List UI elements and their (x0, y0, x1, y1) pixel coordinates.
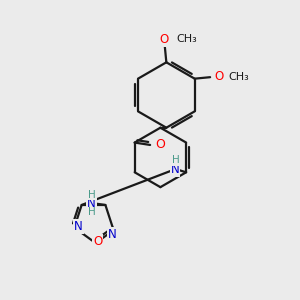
Text: O: O (159, 33, 168, 46)
Text: N: N (87, 197, 96, 210)
Text: N: N (170, 163, 179, 176)
Text: O: O (214, 70, 224, 83)
Text: H: H (88, 207, 95, 218)
Text: N: N (74, 220, 83, 232)
Text: H: H (88, 190, 95, 200)
Text: CH₃: CH₃ (176, 34, 197, 44)
Text: CH₃: CH₃ (229, 72, 249, 82)
Text: O: O (93, 235, 102, 248)
Text: H: H (172, 155, 180, 165)
Text: O: O (155, 138, 165, 152)
Text: N: N (108, 228, 117, 241)
